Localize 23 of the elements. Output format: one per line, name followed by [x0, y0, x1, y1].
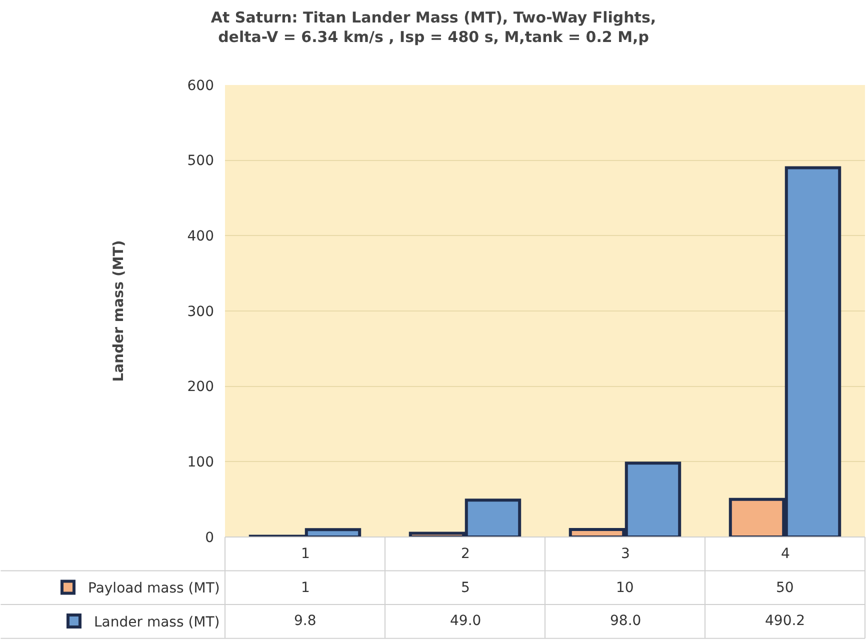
y-tick-label: 400 [187, 228, 214, 245]
y-tick-label: 500 [187, 153, 214, 170]
legend-label: Payload mass (MT) [88, 580, 220, 597]
y-tick-label: 200 [187, 379, 214, 396]
y-tick-label: 600 [187, 78, 214, 94]
chart-title: At Saturn: Titan Lander Mass (MT), Two-Way Flights, delta-V = 6.34 km/s , Isp = 480 s, M,tank = 0.2 M,p [210, 8, 656, 46]
data-label: 10 [616, 580, 634, 596]
x-tick-label: 4 [781, 546, 790, 562]
y-axis-title: Lander mass (MT) [110, 240, 127, 382]
data-label: 50 [776, 580, 794, 596]
y-tick-label: 0 [205, 530, 214, 546]
data-label: 49.0 [450, 613, 482, 629]
data-label: 98.0 [610, 613, 642, 629]
data-label: 490.2 [765, 613, 806, 629]
data-label: 5 [461, 580, 470, 596]
x-tick-label: 1 [301, 546, 310, 562]
x-tick-label: 2 [461, 546, 470, 562]
x-tick-label: 3 [621, 546, 630, 562]
data-label: 9.8 [294, 613, 316, 629]
legend-label: Lander mass (MT) [94, 614, 220, 630]
y-tick-label: 100 [187, 454, 214, 471]
y-tick-label: 300 [187, 304, 214, 320]
data-label: 1 [301, 580, 310, 596]
